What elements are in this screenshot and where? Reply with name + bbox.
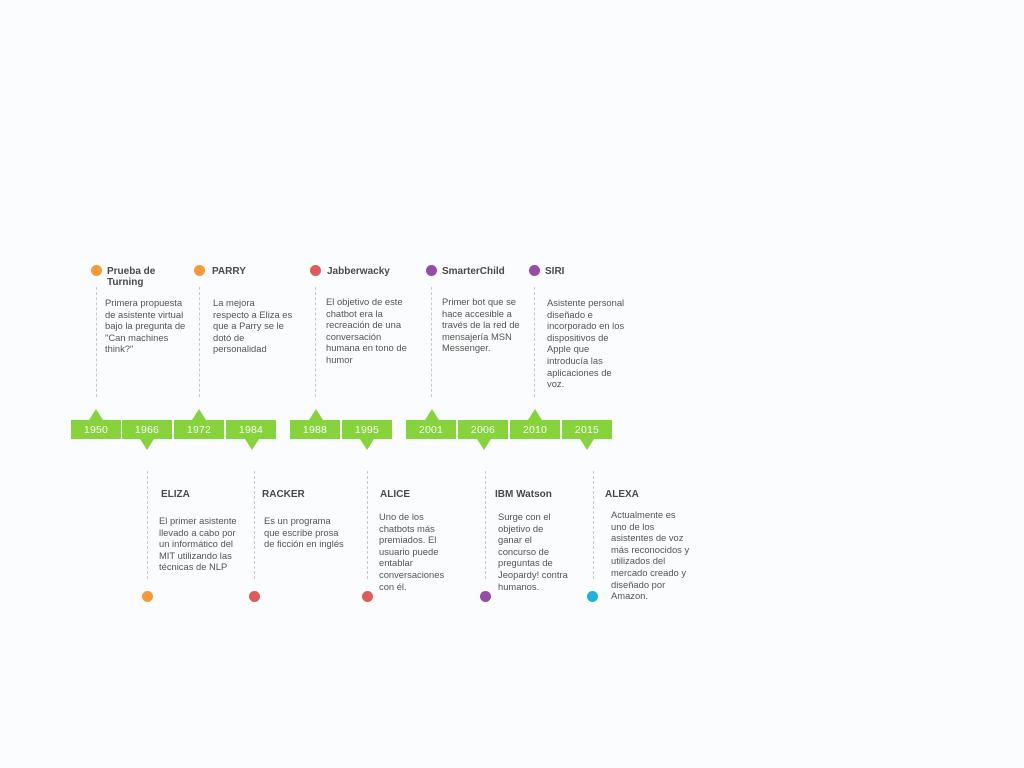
year-label-2015: 2015 [562, 420, 612, 439]
marker-dot-2015 [586, 591, 598, 602]
connector-1972 [199, 287, 200, 397]
event-title-1966: ELIZA [161, 489, 190, 500]
year-label-1950: 1950 [71, 420, 121, 439]
year-label-2010: 2010 [510, 420, 560, 439]
event-title-2001: SmarterChild [442, 266, 505, 277]
connector-1988 [315, 287, 316, 397]
event-description-1984: Es un programa que escribe prosa de ficc… [264, 515, 344, 550]
year-label-2006: 2006 [458, 420, 508, 439]
connector-1950 [96, 287, 97, 397]
marker-dot-1966 [141, 591, 153, 602]
event-description-1972: La mejora respecto a Eliza es que a Parr… [213, 297, 293, 355]
event-title-2010: SIRI [545, 266, 565, 277]
event-title-1972: PARRY [212, 266, 246, 277]
marker-dot-1950 [90, 265, 102, 276]
event-description-1988: El objetivo de este chatbot era la recre… [326, 296, 407, 365]
pointer-1972 [192, 409, 206, 420]
connector-2010 [534, 287, 535, 397]
year-label-1988: 1988 [290, 420, 340, 439]
connector-2006 [485, 471, 486, 579]
marker-dot-1972 [193, 265, 205, 276]
event-title-1988: Jabberwacky [327, 266, 390, 277]
marker-dot-2010 [528, 265, 540, 276]
event-title-1984: RACKER [262, 489, 305, 500]
pointer-2001 [425, 409, 439, 420]
year-label-1984: 1984 [226, 420, 276, 439]
pointer-1950 [89, 409, 103, 420]
event-description-1950: Primera propuesta de asistente virtual b… [105, 297, 186, 355]
event-title-2006: IBM Watson [495, 489, 552, 500]
event-title-1995: ALICE [380, 489, 410, 500]
event-description-2015: Actualmente es uno de los asistentes de … [611, 509, 690, 602]
connector-2015 [593, 471, 594, 579]
connector-2001 [431, 287, 432, 397]
pointer-2006 [477, 439, 491, 450]
pointer-1988 [309, 409, 323, 420]
event-description-2010: Asistente personal diseñado e incorporad… [547, 297, 625, 390]
connector-1995 [367, 471, 368, 579]
connector-1966 [147, 471, 148, 579]
year-label-1972: 1972 [174, 420, 224, 439]
marker-dot-2006 [479, 591, 491, 602]
year-label-1966: 1966 [122, 420, 172, 439]
pointer-2010 [528, 409, 542, 420]
event-description-1995: Uno de los chatbots más premiados. El us… [379, 511, 445, 592]
year-label-1995: 1995 [342, 420, 392, 439]
event-description-2001: Primer bot que se hace accesible a travé… [442, 296, 520, 354]
connector-1984 [254, 471, 255, 579]
marker-dot-1984 [248, 591, 260, 602]
event-description-2006: Surge con el objetivo de ganar el concur… [498, 511, 568, 592]
event-title-2015: ALEXA [605, 489, 639, 500]
marker-dot-2001 [425, 265, 437, 276]
marker-dot-1988 [309, 265, 321, 276]
pointer-1966 [140, 439, 154, 450]
event-description-1966: El primer asistente llevado a cabo por u… [159, 515, 237, 573]
marker-dot-1995 [361, 591, 373, 602]
pointer-2015 [580, 439, 594, 450]
pointer-1995 [360, 439, 374, 450]
event-title-1950: Prueba de Turning [107, 266, 156, 288]
year-label-2001: 2001 [406, 420, 456, 439]
pointer-1984 [245, 439, 259, 450]
